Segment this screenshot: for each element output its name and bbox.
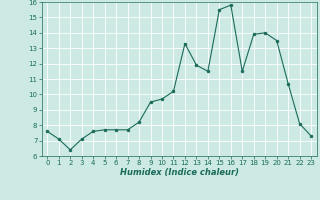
X-axis label: Humidex (Indice chaleur): Humidex (Indice chaleur) <box>120 168 239 177</box>
